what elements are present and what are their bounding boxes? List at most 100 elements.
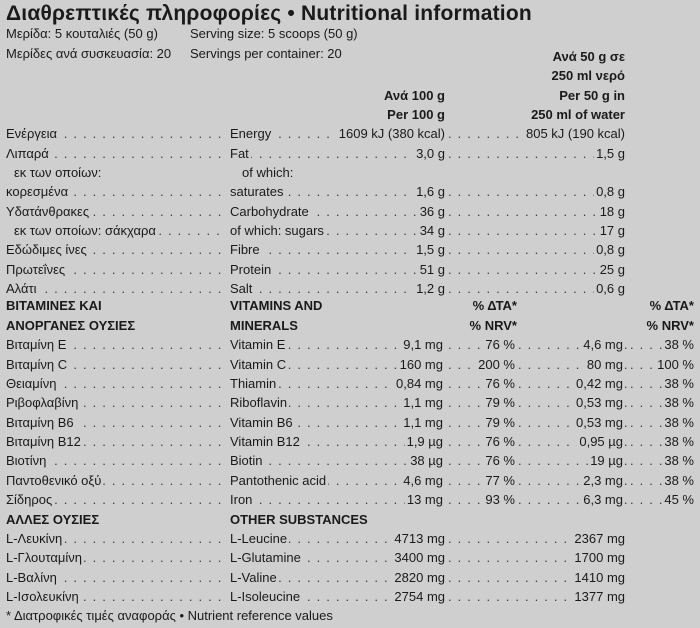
vitamin-value-100: 1,9 µg [404, 433, 445, 451]
vitamin-value-100: 1,1 mg [401, 414, 445, 432]
vitamin-name-gr: Σίδηρος [6, 491, 55, 509]
vitamin-percent-50: 38 % [662, 472, 694, 490]
vitamin-percent-100: 93 % [483, 491, 517, 509]
dot-leader: . . . . . . . . . . . . . . . . . . . . … [230, 281, 445, 296]
vitamin-value-100: 9,1 mg [401, 336, 445, 354]
vitamin-name-gr: Βιταμίνη Ε [6, 336, 69, 354]
dta-heading-50: % ΔΤΑ* [649, 298, 694, 313]
vitamin-value-100: 13 mg [404, 491, 445, 509]
dot-leader: . . . . . . . . . . . . . . . . . . . . … [6, 570, 224, 585]
substance-name-en: L-Leucine [230, 530, 290, 548]
dot-leader: . . . . . . . . . . . . . . . . . . . . … [448, 281, 623, 296]
nrv-heading-50: % NRV* [646, 318, 694, 333]
vitamin-percent-50: 38 % [662, 433, 694, 451]
vitamin-name-gr: Βιταμίνη Β12 [6, 433, 83, 451]
vitamin-percent-50: 38 % [662, 414, 694, 432]
vitamin-percent-50: 38 % [662, 394, 694, 412]
other-heading-gr: ΑΛΛΕΣ ΟΥΣΙΕΣ [6, 512, 100, 527]
vitamin-value-50: 6,3 mg [581, 491, 625, 509]
column-header-per100-gr: Ανά 100 g [384, 88, 445, 103]
vitamin-percent-100: 76 % [483, 452, 517, 470]
nutrient-name-gr: Αλάτι [6, 280, 39, 298]
dot-leader: . . . . . . . . . . . . . . . . . . . . … [230, 453, 444, 468]
nutrient-value-50: 25 g [597, 261, 625, 279]
nutrient-name-gr: Λιπαρά [6, 145, 51, 163]
column-header-per50-en-2: 250 ml of water [531, 107, 625, 122]
dot-leader: . . . . . . . . . . . . . . . . . . . . … [448, 146, 623, 161]
vitamin-name-gr: Θειαμίνη [6, 375, 59, 393]
vitamin-value-50: 19 µg [588, 452, 625, 470]
dot-leader: . . . . . . . . . . . . . . . . . . . . … [448, 262, 623, 277]
substance-name-gr: L-Λευκίνη [6, 530, 65, 548]
dot-leader: . . . . . . . . . . . . . . . . . . . . … [6, 453, 224, 468]
nutrient-name-gr: εκ των οποίων: σάκχαρα [14, 222, 158, 240]
vitamin-name-en: Vitamin E [230, 336, 288, 354]
nutrient-value-100: 36 g [417, 203, 445, 221]
vitamin-value-50: 0,53 mg [574, 394, 625, 412]
other-heading-en: OTHER SUBSTANCES [230, 512, 368, 527]
nutrient-value-50: 1,5 g [594, 145, 625, 163]
nutrient-value-50: 17 g [597, 222, 625, 240]
vitamin-value-50: 80 mg [584, 356, 625, 374]
vitamin-percent-100: 76 % [483, 336, 517, 354]
servings-per-container-en: Servings per container: 20 [190, 46, 342, 61]
dot-leader: . . . . . . . . . . . . . . . . . . . . … [448, 184, 623, 199]
nutrient-value-100: 34 g [417, 222, 445, 240]
vitamin-name-en: Vitamin B6 [230, 414, 295, 432]
vitamins-heading-en-2: MINERALS [230, 318, 298, 333]
nutrient-name-en: of which: sugars [230, 222, 326, 240]
vitamins-heading-gr-2: ΑΝΟΡΓΑΝΕΣ ΟΥΣΙΕΣ [6, 318, 136, 333]
dot-leader: . . . . . . . . . . . . . . . . . . . . … [448, 242, 623, 257]
nutrient-name-en: saturates [230, 183, 286, 201]
dot-leader: . . . . . . . . . . . . . . . . . . . . … [230, 376, 444, 391]
nutrient-value-100: 1,2 g [414, 280, 445, 298]
nutrient-value-50: 0,8 g [594, 183, 625, 201]
vitamin-value-100: 0,84 mg [394, 375, 445, 393]
substance-value-50: 1377 mg [572, 588, 625, 606]
footnote: * Διατροφικές τιμές αναφοράς • Nutrient … [6, 608, 333, 623]
vitamin-percent-50: 100 % [655, 356, 694, 374]
nutrient-name-gr: κορεσμένα [6, 183, 71, 201]
dot-leader: . . . . . . . . . . . . . . . . . . . . … [230, 242, 445, 257]
dot-leader: . . . . . . . . . . . . . . . . . . . . … [6, 126, 224, 141]
substance-value-100: 3400 mg [392, 549, 445, 567]
dot-leader: . . . . . . . . . . . . . . . . . . . . … [230, 492, 444, 507]
vitamin-name-en: Pantothenic acid [230, 472, 329, 490]
vitamin-name-en: Vitamin B12 [230, 433, 302, 451]
serving-size-gr: Μερίδα: 5 κουταλιές (50 g) [6, 26, 158, 41]
vitamin-name-gr: Παντοθενικό οξύ [6, 472, 104, 490]
vitamin-percent-100: 79 % [483, 394, 517, 412]
nutrient-name-en: Fibre [230, 241, 262, 259]
dot-leader: . . . . . . . . . . . . . . . . . . . . … [230, 570, 444, 585]
vitamin-value-50: 2,3 mg [581, 472, 625, 490]
dot-leader: . . . . . . . . . . . . . . . . . . . . … [230, 146, 445, 161]
vitamin-percent-100: 200 % [476, 356, 517, 374]
vitamin-percent-50: 38 % [662, 336, 694, 354]
vitamin-name-gr: Βιταμίνη Β6 [6, 414, 76, 432]
nutrient-name-en: Energy [230, 125, 274, 143]
nutrient-value-100: 1,6 g [414, 183, 445, 201]
vitamin-value-50: 0,42 mg [574, 375, 625, 393]
dot-leader: . . . . . . . . . . . . . . . . . . . . … [6, 146, 224, 161]
substance-name-en: L-Isoleucine [230, 588, 303, 606]
vitamin-percent-100: 76 % [483, 433, 517, 451]
nutrient-value-100: 1,5 g [414, 241, 445, 259]
column-header-per50-gr-2: 250 ml νερό [551, 68, 625, 83]
serving-size-en: Serving size: 5 scoops (50 g) [190, 26, 358, 41]
nrv-heading-100: % NRV* [469, 318, 517, 333]
dot-leader: . . . . . . . . . . . . . . . . . . . . … [448, 204, 623, 219]
vitamin-name-gr: Βιταμίνη C [6, 356, 70, 374]
nutrient-name-gr: Υδατάνθρακες [6, 203, 92, 221]
dot-leader: . . . . . . . . . . . . . . . . . . . . … [6, 281, 224, 296]
substance-name-gr: L-Ισολευκίνη [6, 588, 81, 606]
substance-value-50: 1410 mg [572, 569, 625, 587]
nutrient-name-gr: Ενέργεια [6, 125, 60, 143]
substance-value-100: 2754 mg [392, 588, 445, 606]
nutrient-name-en: of which: [242, 164, 296, 182]
nutrient-name-en: Protein [230, 261, 274, 279]
vitamin-name-en: Thiamin [230, 375, 279, 393]
vitamin-percent-50: 38 % [662, 452, 694, 470]
nutrient-value-100: 51 g [417, 261, 445, 279]
nutrient-name-gr: εκ των οποίων: [14, 164, 104, 182]
nutrient-value-50: 18 g [597, 203, 625, 221]
